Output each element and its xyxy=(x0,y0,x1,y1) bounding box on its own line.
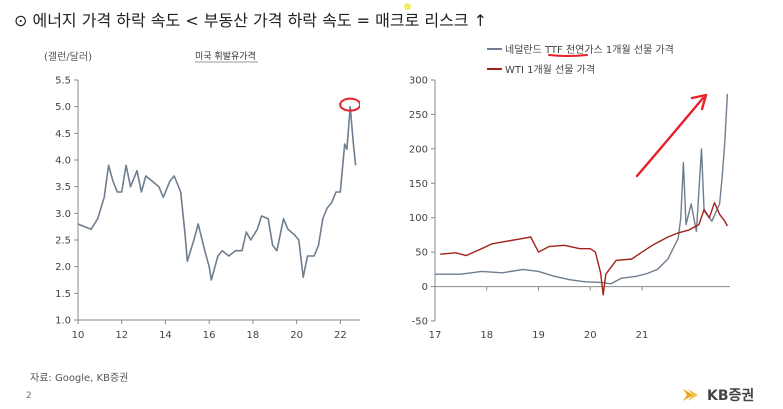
x-tick-label: 12 xyxy=(115,330,128,341)
annotation-legend-underline xyxy=(548,54,588,57)
legend-label: 네덜란드 TTF 천연가스 1개월 선물 가격 xyxy=(505,43,674,56)
y-axis-label: (갤런/달러) xyxy=(44,51,92,63)
y-tick-label: 200 xyxy=(409,144,428,155)
x-tick-label: 19 xyxy=(532,330,545,341)
left-chart-layer: (갤런/달러) 미국 휘발유가격 1.0 1.5 2.0 2.5 3.0 3.5 4.0 4.5 5… xyxy=(44,50,360,341)
right-chart-layer: 네덜란드 TTF 천연가스 1개월 선물 가격 WTI 1개월 선물 가격 -50 0… xyxy=(409,43,730,341)
y-tick-label: 150 xyxy=(409,179,428,190)
y-tick-label: 300 xyxy=(409,76,428,87)
brand-name: KB증권 xyxy=(707,388,755,404)
source-note: 자료: Google, KB증권 xyxy=(30,373,129,384)
annotation-up-arrow-head xyxy=(690,93,708,111)
y-tick-label: 4.0 xyxy=(55,156,71,167)
y-tick-label: 250 xyxy=(409,110,428,121)
x-tick-label: 21 xyxy=(636,330,649,341)
legend-label: WTI 1개월 선물 가격 xyxy=(505,63,595,76)
annotation-peak-circle xyxy=(339,97,360,112)
kb-star-icon xyxy=(683,389,698,401)
y-tick-label: 50 xyxy=(415,248,428,259)
series-line-gasoline xyxy=(77,105,357,281)
y-tick-label: -50 xyxy=(412,317,428,328)
x-tick-label: 17 xyxy=(429,330,442,341)
decorative-dot xyxy=(404,3,411,10)
x-tick-label: 18 xyxy=(247,330,260,341)
slide-title: ⊙ 에너지 가격 하락 속도 < 부동산 가격 하락 속도 = 매크로 리스크 … xyxy=(14,11,488,30)
y-tick-label: 1.0 xyxy=(55,316,71,327)
y-tick-label: 2.5 xyxy=(55,236,71,247)
series-line-wti xyxy=(440,201,729,296)
x-tick-label: 14 xyxy=(159,330,172,341)
page-number: 2 xyxy=(26,391,32,401)
y-tick-label: 4.5 xyxy=(55,129,71,140)
chart-title: 미국 휘발유가격 xyxy=(195,50,256,62)
x-tick-label: 20 xyxy=(290,330,303,341)
y-tick-label: 3.0 xyxy=(55,209,71,220)
gasoline-price-chart: (갤런/달러) 미국 휘발유가격 1.0 1.5 2.0 2.5 3.0 3.5 4.0 4.5 5… xyxy=(44,50,360,341)
gas-oil-futures-chart: 네덜란드 TTF 천연가스 1개월 선물 가격 WTI 1개월 선물 가격 -50 0… xyxy=(409,43,730,341)
y-tick-label: 5.0 xyxy=(55,102,71,113)
x-tick-label: 16 xyxy=(203,330,216,341)
x-tick-label: 18 xyxy=(480,330,493,341)
x-tick-label: 22 xyxy=(334,330,347,341)
x-tick-label: 20 xyxy=(584,330,597,341)
y-tick-label: 0 xyxy=(422,282,428,293)
y-tick-label: 5.5 xyxy=(55,76,71,87)
annotation-up-arrow xyxy=(635,96,705,178)
brand-logo: KB증권 xyxy=(680,385,754,405)
x-tick-label: 10 xyxy=(72,330,85,341)
y-tick-label: 100 xyxy=(409,213,428,224)
y-tick-label: 3.5 xyxy=(55,182,71,193)
y-tick-label: 1.5 xyxy=(55,289,71,300)
y-tick-label: 2.0 xyxy=(55,262,71,273)
